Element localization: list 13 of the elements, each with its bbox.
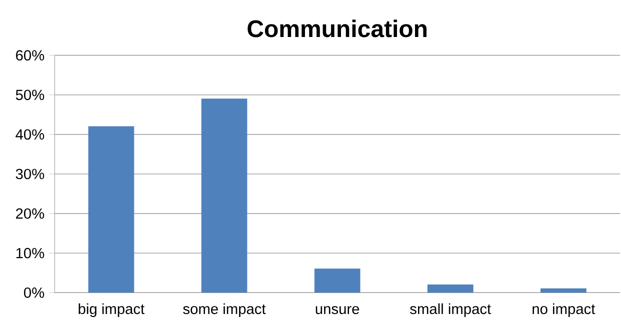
y-tick-label: 50% [16, 90, 44, 100]
y-tick-label: 10% [16, 248, 44, 258]
x-tick-label: unsure [316, 306, 360, 314]
chart-title: Communication [248, 20, 427, 38]
y-tick-label: 60% [16, 50, 44, 61]
x-tick-label: some impact [183, 303, 266, 317]
x-tick-label: small impact [410, 303, 492, 317]
x-tick-label: no impact [532, 303, 596, 317]
x-tick-label: big impact [78, 303, 144, 317]
y-tick-label: 0% [24, 287, 44, 298]
y-tick-label: 40% [16, 129, 44, 140]
y-tick-label: 30% [16, 168, 44, 180]
y-tick-label: 20% [16, 208, 44, 219]
